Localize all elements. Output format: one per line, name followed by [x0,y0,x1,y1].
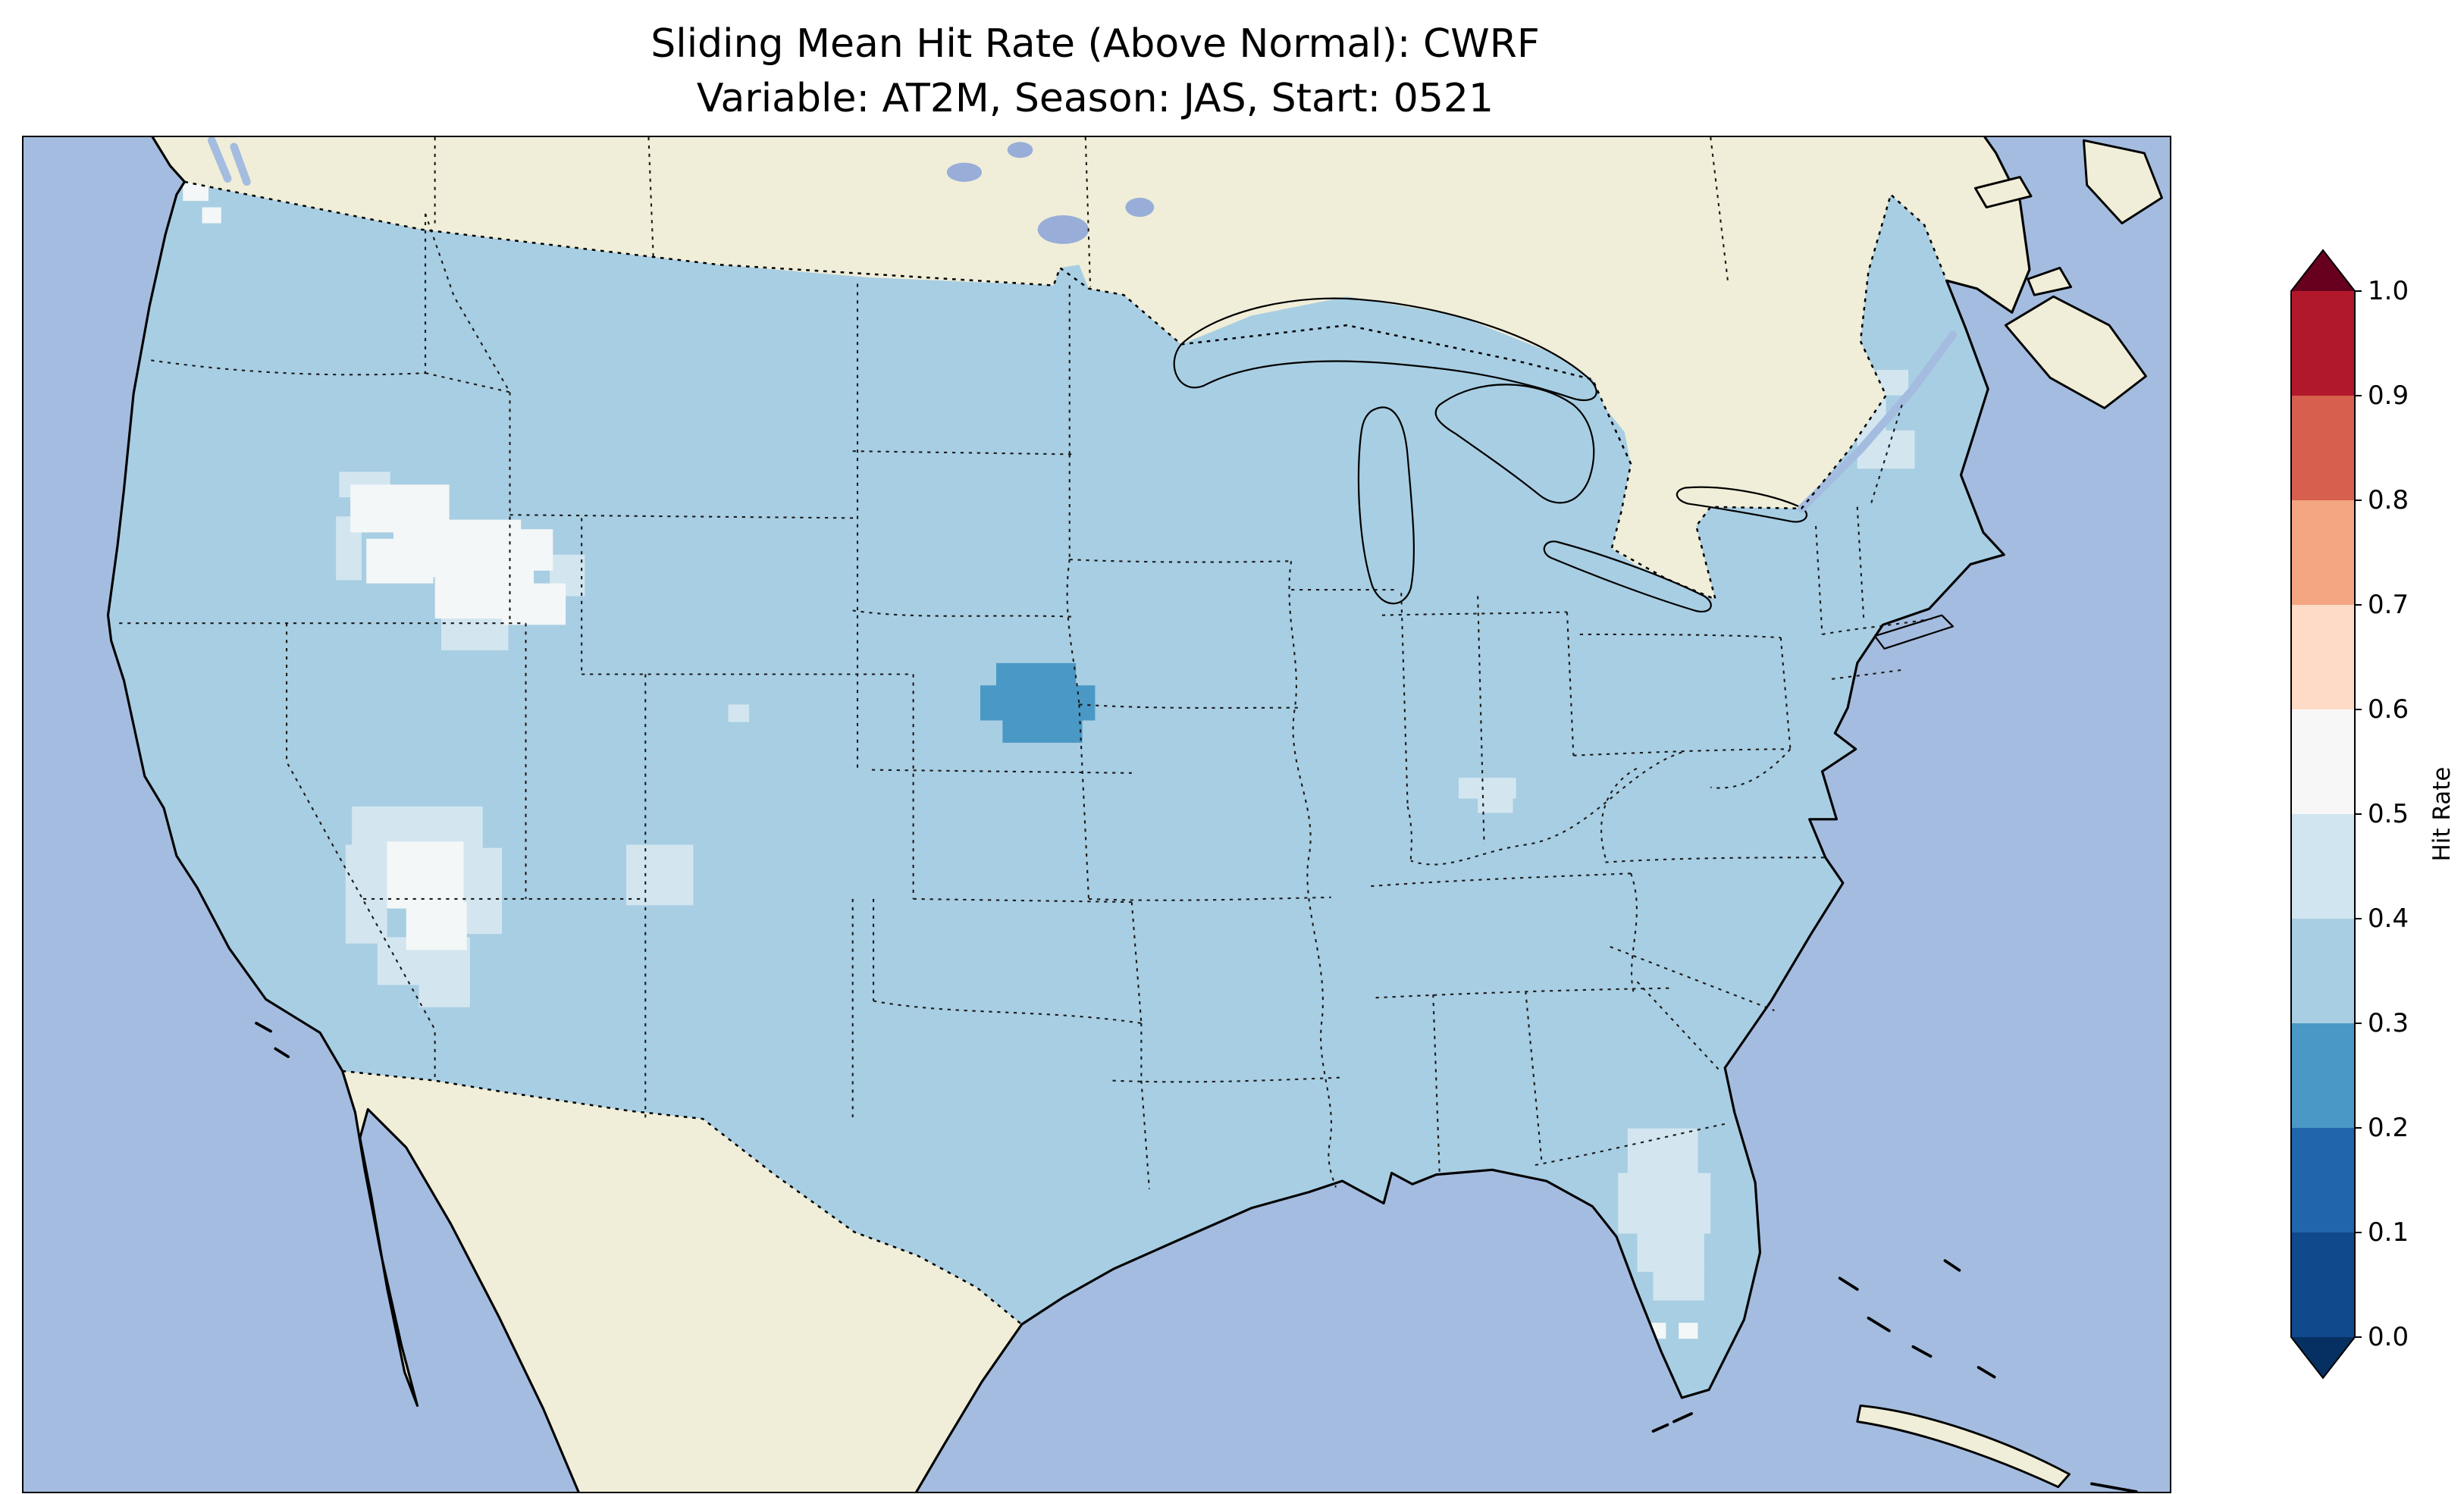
patches-bin-04-05 [336,369,1915,1301]
cuba [1856,1405,2071,1489]
canadian-lake [946,162,983,182]
colorbar-tick-label: 0.3 [2368,1008,2409,1038]
newfoundland-island [2082,139,2163,224]
water-inlets [207,137,1958,513]
canadian-lake [1007,142,1033,158]
coastlines [106,137,2031,1492]
colorbar: 1.0 0.9 0.8 0.7 0.6 0.5 0.4 0.3 0.2 0.1 0.0 Hit Ra… [2290,249,2456,1380]
channel-islands [255,1022,290,1058]
colorbar-segment [2291,605,2355,709]
gulf-atlantic-coastline [915,137,2031,1492]
lake-huron [1434,384,1595,504]
great-lakes [946,142,1808,612]
colorbar-segment [2291,396,2355,500]
plot-title-line2: Variable: AT2M, Season: JAS, Start: 0521 [696,76,1494,121]
plot-title: Sliding Mean Hit Rate (Above Normal): CW… [22,17,2168,126]
map-axes [22,136,2171,1493]
colorbar-tick-label: 0.9 [2368,381,2409,411]
us-canada-border [184,180,1948,601]
lake-ontario [1676,486,1808,523]
lake-superior [1173,297,1597,402]
colorbar-tick-label: 0.1 [2368,1217,2409,1248]
pacific-mexico-coastline [106,137,580,1492]
us-hit-rate-region [108,181,2005,1398]
international-borders [184,137,1948,1326]
canadian-province-borders [434,137,1729,287]
us-mexico-border [342,1070,1023,1326]
florida-keys [1651,1412,1693,1433]
colorbar-tick-label: 0.0 [2368,1322,2409,1352]
colorbar-tick-label: 0.2 [2368,1113,2409,1143]
colorbar-tick-label: 0.4 [2368,904,2409,934]
colorbar-over-triangle [2291,250,2355,291]
lake-erie [1543,540,1712,612]
map-canvas [24,137,2170,1492]
anticosti-island [1973,176,2033,208]
islands [255,139,2163,1492]
canadian-lake [1125,197,1155,218]
colorbar-segment [2291,291,2355,396]
patches-bin-02-03 [980,662,1096,743]
colorbar-segment [2291,500,2355,605]
bahamas-islands [1838,1259,1996,1379]
colorbar-segment [2291,1128,2355,1232]
puget-sound-inlet [207,137,251,186]
colorbar-tick-label: 0.5 [2368,799,2409,829]
hispaniola-edge [2090,1482,2138,1492]
colorbar-tick-label: 0.8 [2368,485,2409,515]
colorbar-segment [2291,1232,2355,1337]
colorbar-ticks: 1.0 0.9 0.8 0.7 0.6 0.5 0.4 0.3 0.2 0.1 0.0 [2355,276,2409,1352]
colorbar-tick-label: 0.7 [2368,590,2409,620]
colorbar-under-triangle [2291,1337,2355,1378]
colorbar-segment [2291,709,2355,814]
colorbar-segment [2291,814,2355,919]
hit-rate-patches [183,181,1915,1339]
patches-bin-05-06 [183,181,1698,1339]
plot-title-line1: Sliding Mean Hit Rate (Above Normal): CW… [650,21,1540,67]
colorbar-axis-label: Hit Rate [2428,766,2456,861]
lake-michigan [1357,406,1415,605]
prince-edward-island [2027,266,2073,296]
colorbar-segment [2291,919,2355,1023]
colorbar-segments [2291,291,2355,1337]
colorbar-tick-label: 1.0 [2368,276,2409,306]
nova-scotia [2004,295,2147,409]
colorbar-tick-label: 0.6 [2368,694,2409,725]
long-island [1873,614,1955,650]
st-lawrence-river [1797,330,1958,513]
lake-of-the-woods [1037,215,1089,244]
colorbar-segment [2291,1023,2355,1128]
state-borders [119,213,1934,1189]
